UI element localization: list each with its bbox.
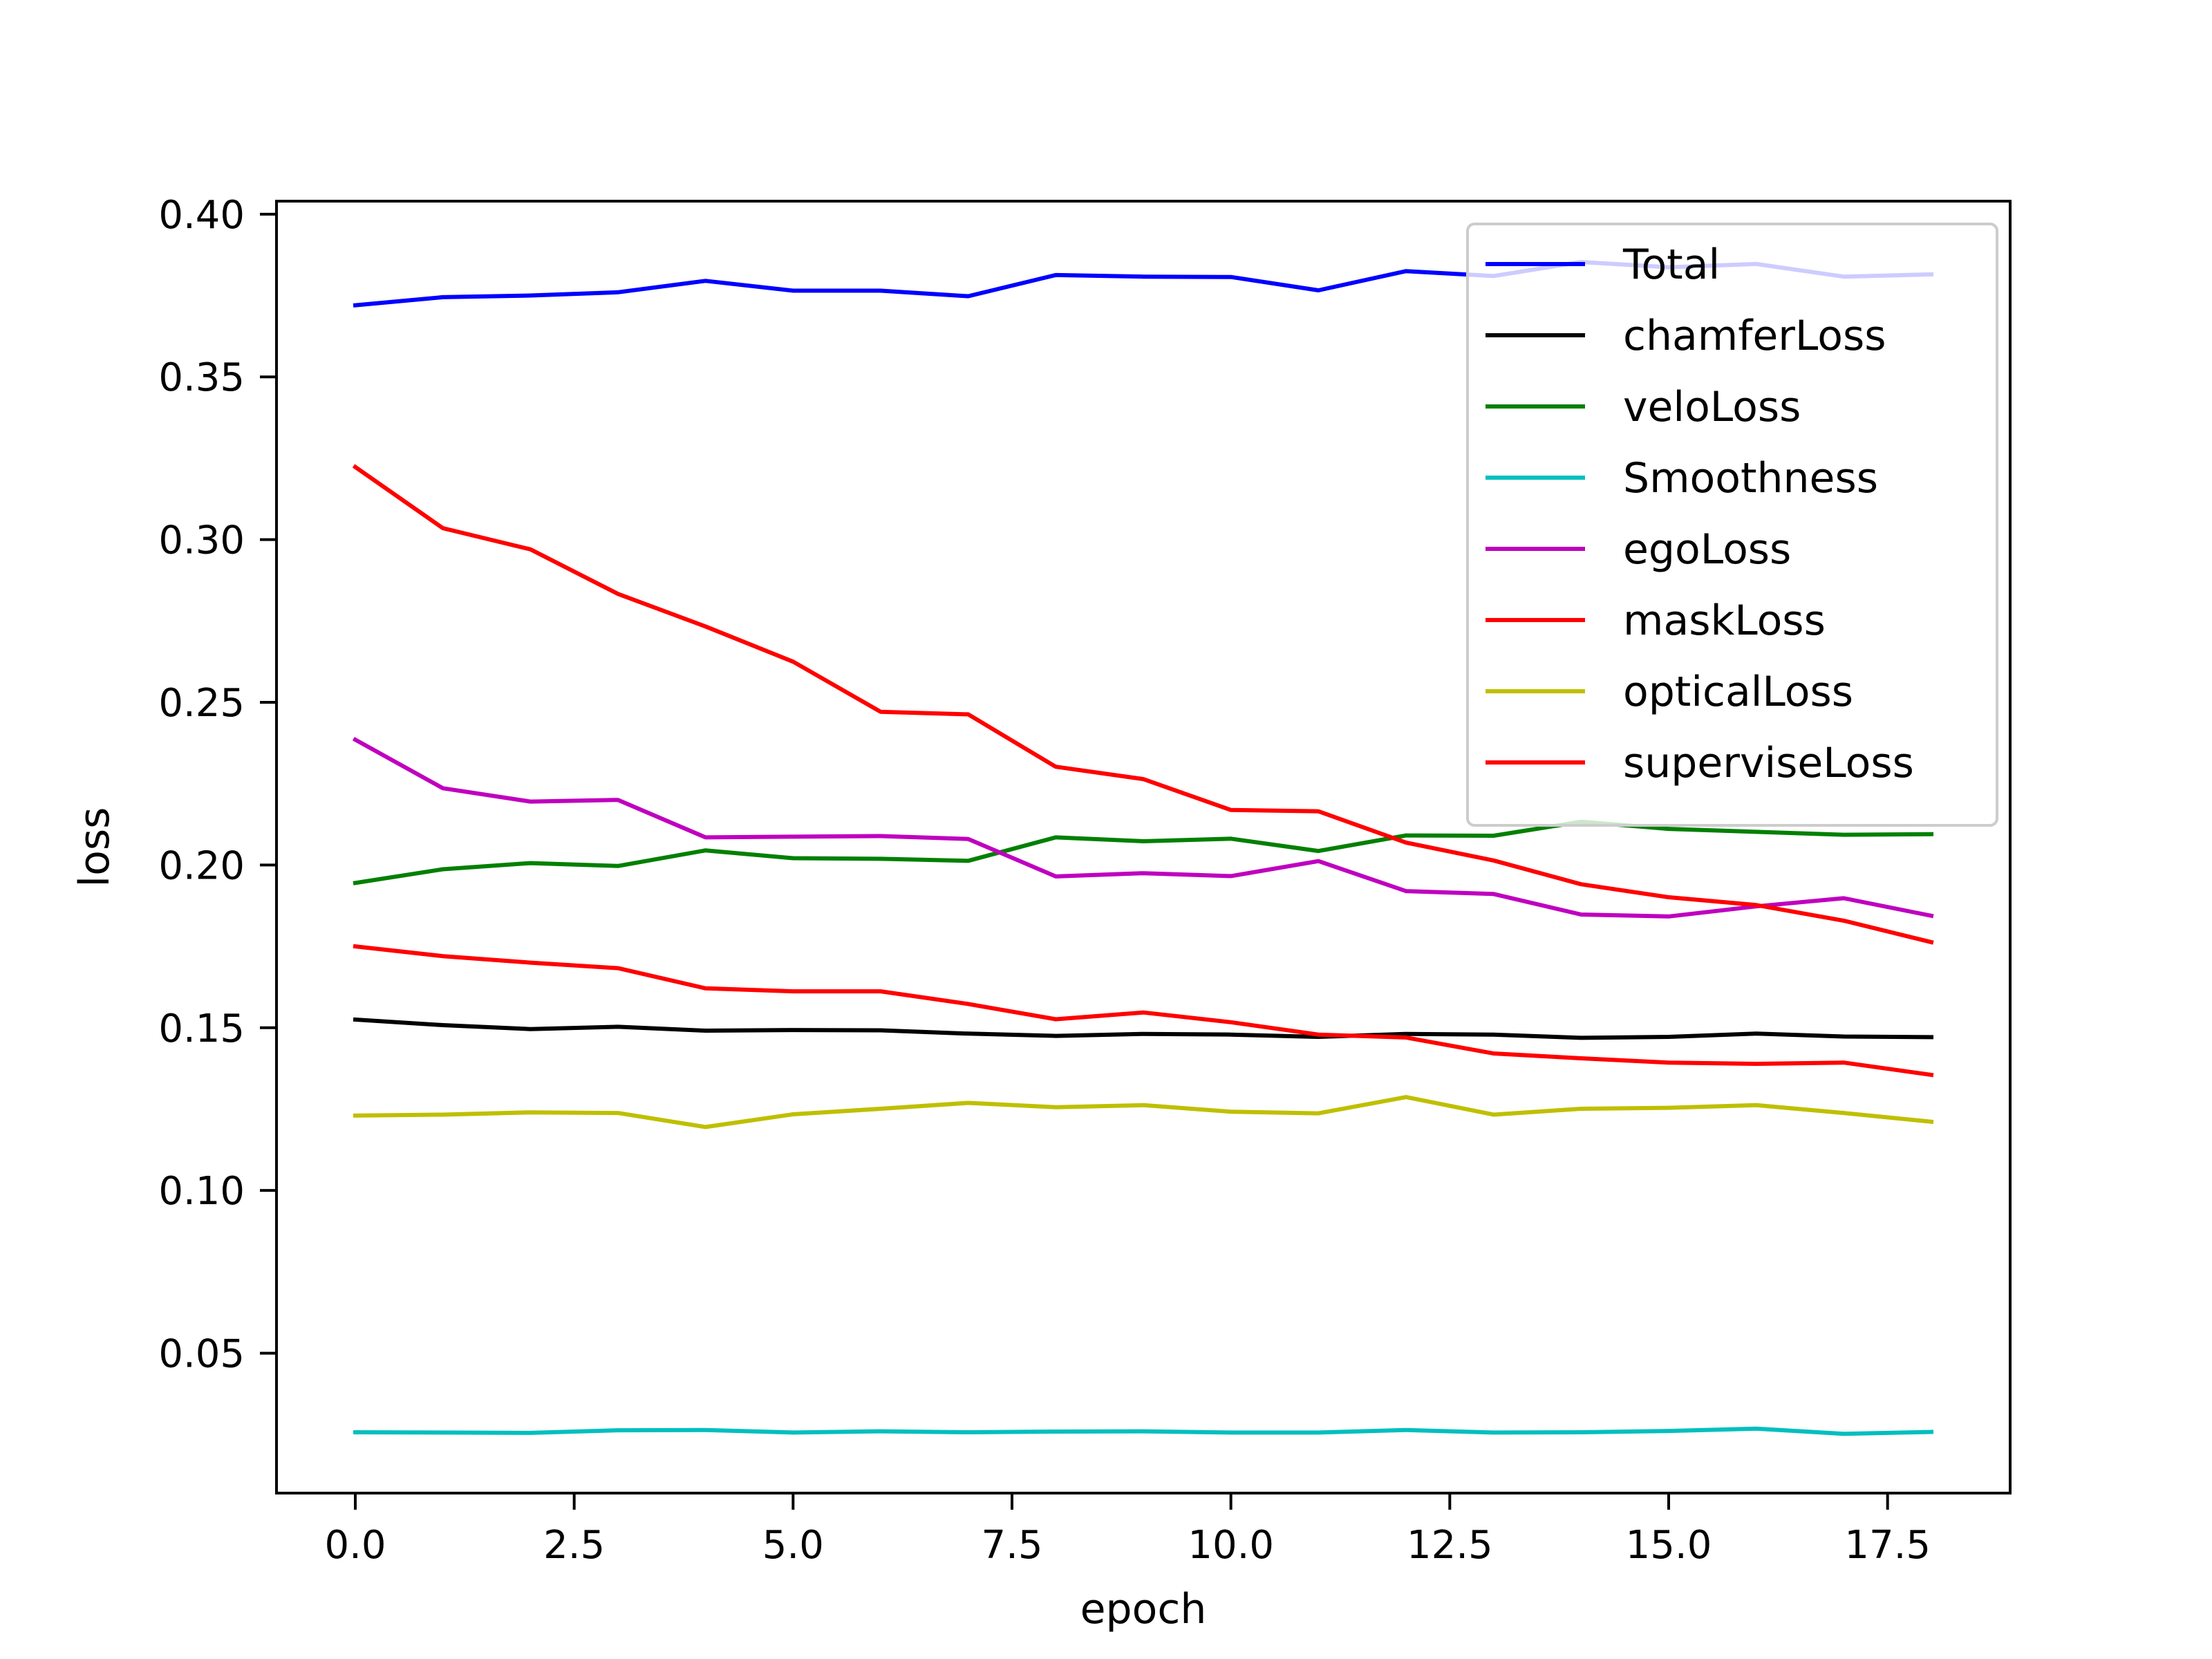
- axes-frame: [275, 200, 2012, 1494]
- x-axis-title: epoch: [1080, 1585, 1207, 1633]
- series-layer: [352, 260, 1934, 1436]
- x-tick-label: 0.0: [324, 1523, 386, 1568]
- legend-label: superviseLoss: [1623, 739, 1914, 787]
- legend-label: maskLoss: [1623, 597, 1826, 645]
- series-line-chamferLoss: [353, 1017, 1934, 1040]
- legend-box: [1466, 223, 1998, 827]
- legend: Total chamferLoss veloLoss Smoothness egoLos…: [1466, 223, 1998, 827]
- y-tick-label: 0.05: [158, 1332, 245, 1377]
- y-tick-label: 0.30: [158, 518, 245, 563]
- series-line-Smoothness: [353, 1426, 1934, 1436]
- y-tick-label: 0.20: [158, 843, 245, 888]
- x-tick-label: 10.0: [1188, 1523, 1274, 1568]
- series-line-opticalLoss: [353, 1095, 1934, 1130]
- y-axis-title: loss: [71, 807, 119, 888]
- legend-label: chamferLoss: [1623, 312, 1886, 360]
- legend-label: veloLoss: [1623, 383, 1801, 431]
- x-tick-label: 17.5: [1844, 1523, 1931, 1568]
- x-tick-label: 15.0: [1626, 1523, 1712, 1568]
- legend-label: egoLoss: [1623, 525, 1791, 574]
- y-axis-ticks: 0.05 0.10 0.15 0.20 0.25 0.30 0.35 0.40: [158, 193, 276, 1377]
- x-axis-ticks: 0.0 2.5 5.0 7.5 10.0 12.5 15.0 17.5: [324, 1493, 1931, 1568]
- x-tick-label: 7.5: [981, 1523, 1042, 1568]
- legend-label: opticalLoss: [1623, 668, 1853, 716]
- y-tick-label: 0.15: [158, 1006, 245, 1051]
- series-line-egoLoss: [352, 737, 1934, 919]
- series-line-veloLoss: [353, 819, 1934, 885]
- x-tick-label: 2.5: [543, 1523, 605, 1568]
- series-line-maskLoss: [353, 944, 1934, 1078]
- x-tick-label: 5.0: [762, 1523, 824, 1568]
- legend-label: Total: [1622, 241, 1720, 289]
- x-tick-label: 12.5: [1407, 1523, 1493, 1568]
- y-tick-label: 0.25: [158, 681, 245, 726]
- y-tick-label: 0.35: [158, 355, 245, 400]
- y-tick-label: 0.10: [158, 1169, 245, 1214]
- y-tick-label: 0.40: [158, 193, 245, 238]
- legend-label: Smoothness: [1623, 454, 1878, 503]
- series-line-superviseLoss: [352, 464, 1934, 945]
